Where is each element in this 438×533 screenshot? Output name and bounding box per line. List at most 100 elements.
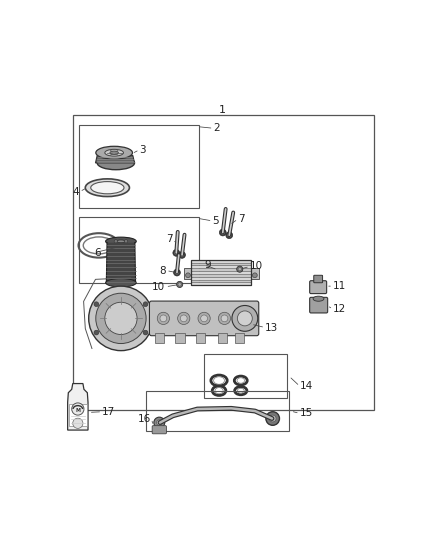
Text: 7: 7 [166,235,173,244]
Circle shape [178,312,190,325]
Circle shape [114,240,117,243]
Text: 7: 7 [238,214,245,224]
Circle shape [177,281,183,287]
Bar [196,333,205,343]
Polygon shape [106,243,135,282]
Circle shape [201,315,208,322]
Bar [191,280,251,282]
Circle shape [219,229,226,236]
Bar [204,354,287,398]
Ellipse shape [85,179,130,197]
Circle shape [173,249,180,256]
Circle shape [186,273,191,278]
FancyBboxPatch shape [310,297,328,313]
Ellipse shape [313,296,324,301]
Ellipse shape [110,151,118,155]
Bar [191,274,251,277]
Text: 6: 6 [94,248,100,258]
Bar [184,268,192,279]
Circle shape [180,253,184,257]
Circle shape [175,270,179,275]
Circle shape [232,305,258,332]
Ellipse shape [97,156,134,169]
Text: 9: 9 [204,260,211,270]
Circle shape [154,417,165,428]
Ellipse shape [83,237,114,254]
Text: 4: 4 [73,187,80,197]
Circle shape [143,302,148,306]
Ellipse shape [237,389,244,393]
Circle shape [94,302,99,306]
Bar [78,216,199,282]
Circle shape [219,312,230,325]
Bar [191,268,251,271]
Text: 17: 17 [102,407,116,417]
Circle shape [173,269,180,276]
Text: 1: 1 [219,106,226,115]
Circle shape [174,251,179,255]
Ellipse shape [106,237,136,246]
Bar [175,333,185,343]
Text: 10: 10 [250,262,263,271]
Polygon shape [67,384,88,430]
Bar [191,260,251,263]
Bar [191,265,251,268]
FancyBboxPatch shape [310,281,327,294]
Circle shape [179,252,185,259]
Bar [78,125,199,208]
Circle shape [178,282,181,286]
Ellipse shape [105,149,124,156]
Bar [251,268,259,279]
Bar [191,277,251,280]
Circle shape [198,312,210,325]
Ellipse shape [91,182,124,194]
Circle shape [94,330,99,335]
Circle shape [88,286,153,351]
Circle shape [180,315,187,322]
Polygon shape [95,156,134,163]
Circle shape [227,233,232,238]
Text: 15: 15 [300,408,313,418]
FancyBboxPatch shape [152,426,166,434]
Text: M: M [75,408,80,413]
Bar [155,333,164,343]
Circle shape [160,315,167,322]
Circle shape [157,312,170,325]
Text: 16: 16 [138,414,152,424]
Circle shape [269,415,276,422]
Text: 11: 11 [333,281,346,291]
Circle shape [221,315,228,322]
Bar [146,391,289,431]
Circle shape [72,403,84,415]
Circle shape [237,311,252,326]
Bar [74,115,374,410]
Circle shape [238,268,241,271]
Circle shape [220,230,225,235]
Circle shape [252,273,257,278]
Text: 3: 3 [140,144,146,155]
Text: 5: 5 [212,216,219,226]
Circle shape [156,420,162,425]
Text: 13: 13 [265,322,279,333]
Circle shape [226,232,233,239]
Bar [69,404,87,426]
Ellipse shape [214,377,224,384]
Text: 12: 12 [333,304,346,314]
Bar [191,271,251,274]
Circle shape [266,411,279,425]
Text: 8: 8 [159,265,166,276]
Circle shape [105,302,137,335]
Bar [191,282,251,285]
Text: 2: 2 [214,123,220,133]
Ellipse shape [215,387,223,394]
Text: 14: 14 [300,381,313,391]
FancyBboxPatch shape [314,275,322,282]
Bar [191,260,251,285]
Circle shape [237,266,243,272]
FancyBboxPatch shape [149,301,259,336]
Text: 10: 10 [152,282,166,292]
Ellipse shape [237,378,244,383]
Ellipse shape [117,240,125,243]
Bar [235,333,244,343]
Ellipse shape [106,279,136,287]
